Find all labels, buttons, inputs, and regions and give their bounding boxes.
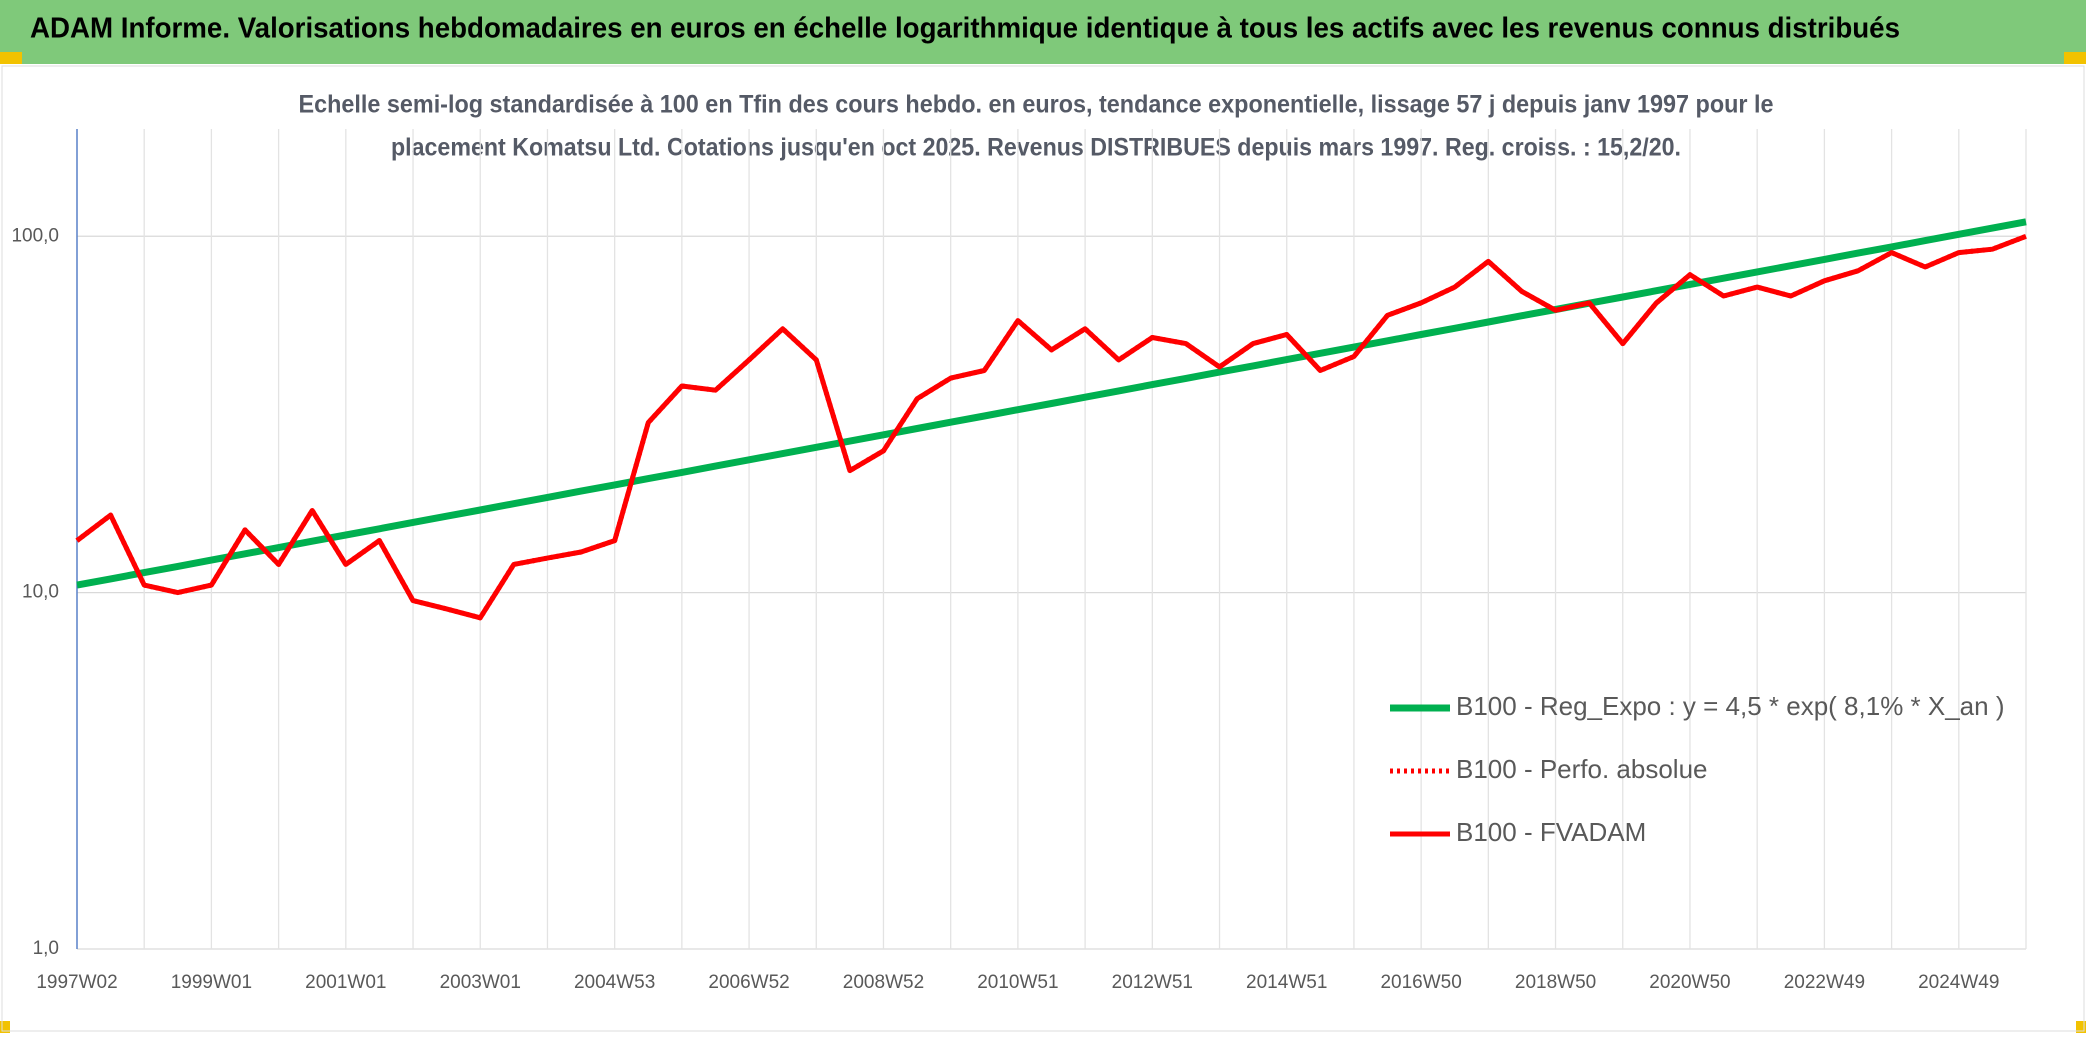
x-tick-label: 2018W50 [1515, 972, 1596, 993]
y-tick-label: 1,0 [33, 938, 59, 959]
legend-label: B100 - Perfo. absolue [1456, 754, 1708, 784]
corner [2064, 52, 2086, 64]
series-line [75, 233, 2027, 621]
x-tick-label: 1999W01 [171, 972, 252, 993]
subtitle: Echelle semi-log standardisée à 100 en T… [299, 91, 1774, 119]
x-tick-label: 2022W49 [1784, 972, 1865, 993]
y-tick-label: 100,0 [11, 225, 59, 246]
series-line [76, 218, 2027, 589]
legend-label: B100 - FVADAM [1456, 817, 1646, 847]
x-tick-label: 2020W50 [1649, 972, 1730, 993]
legend-label: B100 - Reg_Expo : y = 4,5 * exp( 8,1% * … [1456, 691, 2005, 721]
x-tick-label: 2024W49 [1918, 972, 1999, 993]
corner [0, 1021, 10, 1033]
x-tick-label: 2014W51 [1246, 972, 1327, 993]
x-tick-label: 2001W01 [305, 972, 386, 993]
subtitle: placement Komatsu Ltd. Cotations jusqu'e… [391, 134, 1681, 162]
x-tick-label: 2012W51 [1112, 972, 1193, 993]
x-tick-label: 2008W52 [843, 972, 924, 993]
x-tick-label: 2004W53 [574, 972, 655, 993]
x-tick-label: 2003W01 [440, 972, 521, 993]
corner [2076, 1021, 2086, 1033]
x-tick-label: 2010W51 [977, 972, 1058, 993]
x-tick-label: 2006W52 [708, 972, 789, 993]
corner [0, 52, 22, 64]
x-tick-label: 2016W50 [1380, 972, 1461, 993]
header-band [0, 0, 2086, 64]
y-tick-label: 10,0 [22, 582, 59, 603]
frame [1, 65, 2085, 1032]
x-tick-label: 1997W02 [36, 972, 117, 993]
header-title: ADAM Informe. Valorisations hebdomadaire… [30, 13, 1900, 45]
